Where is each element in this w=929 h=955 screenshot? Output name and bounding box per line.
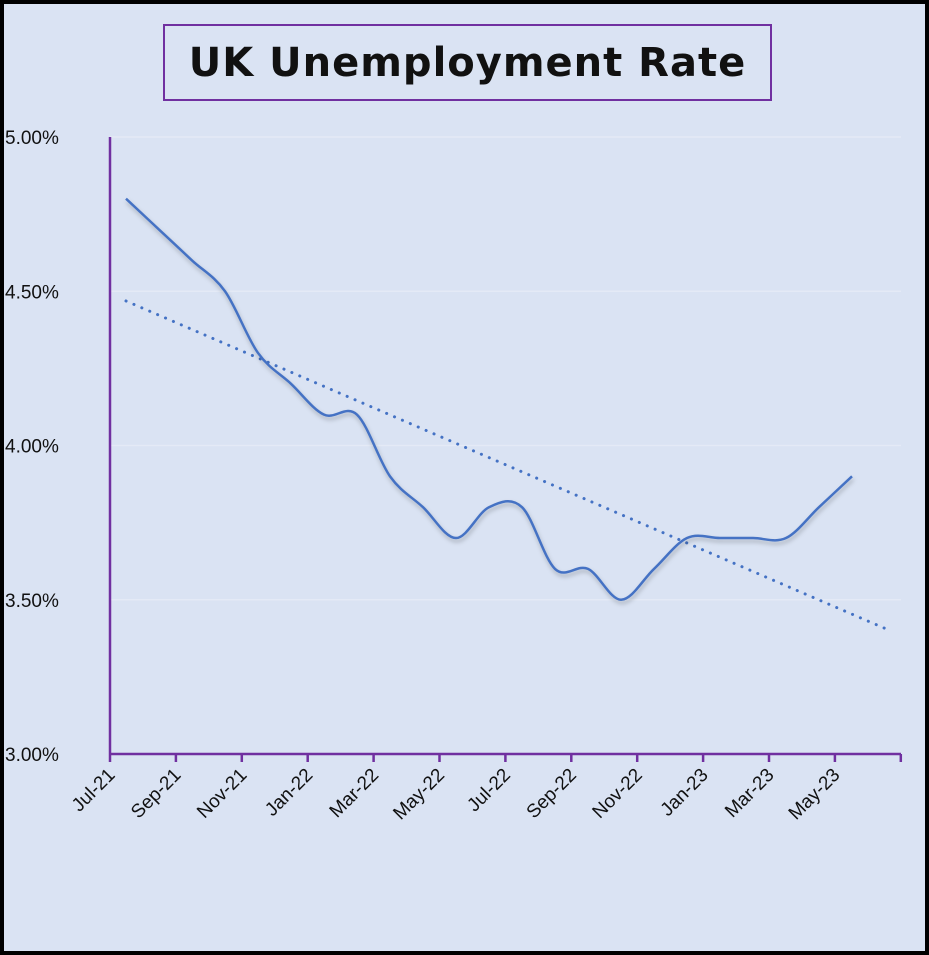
y-tick-label: 3.00% [5, 745, 59, 766]
x-tick-label: Jan-22 [261, 765, 317, 821]
chart-title: UK Unemployment Rate [163, 24, 772, 101]
x-tick-label: Mar-23 [721, 765, 778, 822]
x-tick-label: Nov-22 [589, 765, 647, 823]
x-tick-label: May-22 [389, 765, 449, 825]
y-tick-label: 4.00% [5, 437, 59, 458]
x-tick-label: Mar-22 [326, 765, 383, 822]
x-tick-label: Jan-23 [657, 765, 713, 821]
x-tick-label: Sep-22 [523, 765, 581, 823]
x-tick-label: Nov-21 [193, 765, 251, 823]
x-tick-label: Jul-21 [68, 765, 119, 816]
x-tick-label: May-23 [785, 765, 845, 825]
x-tick-label: Jul-22 [463, 765, 514, 816]
series-line [125, 197, 853, 602]
y-tick-label: 5.00% [5, 128, 59, 149]
y-tick-label: 3.50% [5, 591, 59, 612]
trendline [124, 299, 887, 630]
y-tick-label: 4.50% [5, 282, 59, 303]
x-tick-label: Sep-21 [127, 765, 185, 823]
